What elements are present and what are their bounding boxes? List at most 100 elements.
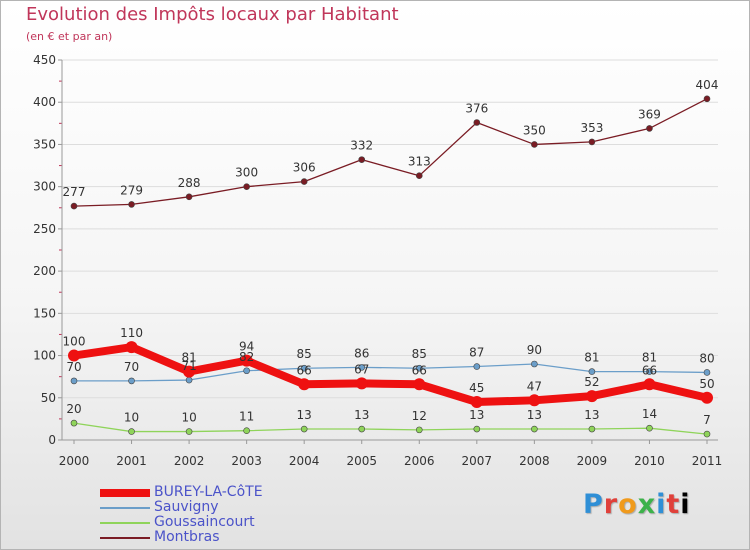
legend-label-goussaincourt: Goussaincourt (154, 514, 255, 530)
legend-swatch-burey (100, 489, 150, 497)
x-tick-label: 2004 (289, 454, 320, 468)
data-point-burey-la-c-te (643, 378, 656, 391)
data-label-sauvigny: 86 (354, 346, 369, 360)
data-label-sauvigny: 87 (469, 346, 484, 360)
y-tick-label: 50 (41, 391, 56, 405)
data-point-burey-la-c-te (470, 396, 483, 408)
data-label-goussaincourt: 14 (642, 407, 657, 421)
x-tick-label: 2011 (692, 454, 723, 468)
x-tick-label: 2001 (116, 454, 147, 468)
data-point-goussaincourt (703, 430, 711, 438)
chart-axes: 0 50 100 150 200 250 300 350 400 450 2000 2001 2002 2… (33, 53, 722, 468)
data-point-sauvigny (703, 369, 711, 376)
data-point-sauvigny (588, 368, 596, 375)
data-point-sauvigny (473, 363, 481, 370)
x-tick-label: 2000 (59, 454, 90, 468)
legend-swatch-goussaincourt (100, 522, 150, 524)
data-point-goussaincourt (70, 419, 78, 427)
y-tick-label: 150 (33, 306, 56, 320)
logo-letter: r (603, 489, 619, 520)
data-label-burey-la-c-te: 67 (354, 362, 369, 376)
y-tick-label: 250 (33, 222, 56, 236)
legend-label-burey: BUREY-LA-CôTE (154, 484, 263, 500)
data-label-montbras: 350 (523, 123, 546, 137)
data-point-burey-la-c-te (355, 377, 368, 390)
data-label-goussaincourt: 10 (181, 411, 196, 425)
data-point-burey-la-c-te (701, 391, 713, 404)
series-line-goussaincourt (73, 422, 708, 435)
data-point-sauvigny (415, 364, 423, 372)
legend-swatch-montbras (100, 537, 150, 539)
chart-title: Evolution des Impôts locaux par Habitant (26, 4, 399, 25)
data-point-goussaincourt (300, 425, 308, 433)
chart-data-labels: 277 279 288 300 306 332 313 376 350 353 369 404 70 70… (63, 78, 719, 427)
data-label-burey-la-c-te: 81 (181, 351, 196, 365)
logo-letter: x (637, 489, 657, 520)
y-tick-label: 100 (33, 349, 56, 363)
data-label-montbras: 404 (696, 78, 719, 92)
y-tick-label: 450 (33, 53, 56, 67)
data-point-goussaincourt (243, 427, 250, 435)
data-label-goussaincourt: 20 (66, 402, 81, 416)
data-point-goussaincourt (185, 428, 193, 435)
data-point-montbras (128, 201, 135, 208)
data-point-sauvigny (646, 368, 653, 375)
data-label-montbras: 369 (638, 107, 661, 121)
data-label-sauvigny: 71 (181, 359, 196, 373)
chart-subtitle: (en € et par an) (26, 30, 113, 43)
data-label-sauvigny: 70 (66, 360, 81, 374)
data-point-montbras (531, 141, 538, 148)
data-label-sauvigny: 81 (584, 351, 599, 365)
data-point-montbras (358, 156, 366, 163)
data-label-goussaincourt: 13 (527, 408, 542, 422)
x-tick-label: 2009 (577, 454, 608, 468)
data-label-sauvigny: 80 (699, 351, 714, 365)
data-point-burey-la-c-te (240, 354, 253, 367)
data-label-burey-la-c-te: 47 (527, 379, 542, 393)
data-label-burey-la-c-te: 100 (63, 335, 86, 349)
data-point-burey-la-c-te (68, 349, 80, 362)
legend-label-montbras: Montbras (154, 529, 220, 545)
logo-letter: t (666, 489, 681, 520)
series-line-montbras (73, 98, 708, 207)
data-point-montbras (300, 178, 308, 185)
data-label-burey-la-c-te: 66 (642, 363, 657, 377)
data-label-montbras: 288 (178, 176, 201, 190)
data-point-burey-la-c-te (585, 390, 598, 403)
data-point-goussaincourt (531, 425, 538, 433)
data-label-goussaincourt: 7 (703, 413, 711, 427)
data-point-goussaincourt (415, 426, 423, 434)
x-tick-label: 2010 (634, 454, 665, 468)
data-label-sauvigny: 85 (412, 347, 427, 361)
data-label-sauvigny: 90 (527, 343, 542, 357)
data-label-goussaincourt: 13 (584, 408, 599, 422)
data-label-sauvigny: 82 (239, 350, 254, 364)
x-tick-label: 2007 (462, 454, 493, 468)
data-label-burey-la-c-te: 66 (297, 363, 312, 377)
data-point-burey-la-c-te (413, 378, 426, 391)
data-point-burey-la-c-te (528, 394, 541, 407)
data-point-goussaincourt (588, 425, 596, 433)
data-label-goussaincourt: 13 (469, 408, 484, 422)
data-label-burey-la-c-te: 66 (412, 363, 427, 377)
logo-letter: i (656, 489, 667, 520)
data-label-montbras: 279 (120, 183, 143, 197)
data-point-sauvigny (300, 364, 308, 372)
data-label-montbras: 332 (350, 139, 373, 153)
y-tick-label: 400 (33, 95, 56, 109)
data-label-sauvigny: 81 (642, 351, 657, 365)
series-line-burey-la-c-te (70, 343, 711, 406)
data-point-sauvigny (358, 364, 366, 371)
data-label-goussaincourt: 12 (412, 409, 427, 423)
data-point-montbras (646, 125, 653, 132)
data-label-goussaincourt: 13 (354, 408, 369, 422)
data-point-goussaincourt (473, 425, 481, 433)
data-label-goussaincourt: 10 (124, 411, 139, 425)
data-label-burey-la-c-te: 52 (584, 375, 599, 389)
data-point-goussaincourt (646, 424, 653, 432)
data-label-burey-la-c-te: 45 (469, 381, 484, 395)
y-tick-label: 200 (33, 264, 56, 278)
y-tick-label: 350 (33, 137, 56, 151)
legend-label-sauvigny: Sauvigny (154, 499, 219, 515)
